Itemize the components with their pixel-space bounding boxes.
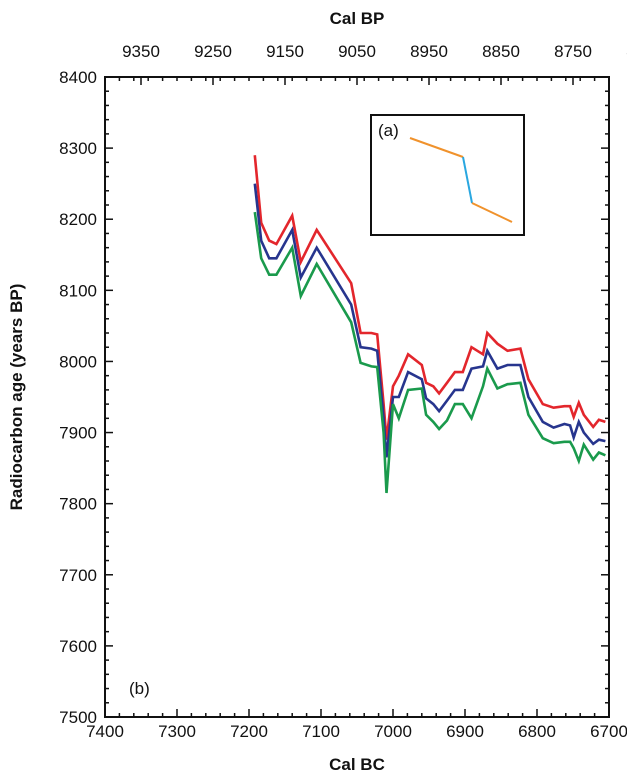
ticks-layer xyxy=(104,76,610,718)
x-tick-label: 6900 xyxy=(446,722,484,741)
plot-frame xyxy=(104,76,610,718)
x-tick-label: 7100 xyxy=(302,722,340,741)
y-axis-title: Radiocarbon age (years BP) xyxy=(7,284,26,511)
inset-panel: (a) xyxy=(370,114,525,236)
y-tick-label: 7500 xyxy=(59,708,97,727)
x-tick-label: 7000 xyxy=(374,722,412,741)
y-tick-label: 8400 xyxy=(59,68,97,87)
bottom-axis-title: Cal BC xyxy=(329,755,385,774)
y-tick-label: 8200 xyxy=(59,210,97,229)
series-line-1 xyxy=(253,155,606,440)
y-tick-label: 8100 xyxy=(59,281,97,300)
series-line-2 xyxy=(253,183,606,458)
inset-line-segment-1 xyxy=(409,137,464,158)
panel-label-b: (b) xyxy=(129,679,150,698)
inset-line-segment-3 xyxy=(471,202,513,223)
top-tick-label: 9150 xyxy=(266,42,304,61)
y-tick-label: 7800 xyxy=(59,495,97,514)
series-layer xyxy=(253,155,606,494)
top-tick-label: 9050 xyxy=(338,42,376,61)
inset-label: (a) xyxy=(378,121,399,140)
top-axis-title: Cal BP xyxy=(330,9,385,28)
top-tick-label: 8850 xyxy=(482,42,520,61)
top-tick-label: 8950 xyxy=(410,42,448,61)
series-line-3 xyxy=(253,211,606,494)
top-tick-label: 9350 xyxy=(122,42,160,61)
top-tick-label: 9250 xyxy=(194,42,232,61)
y-tick-label: 7700 xyxy=(59,566,97,585)
x-tick-label: 6700 xyxy=(590,722,627,741)
y-tick-label: 8300 xyxy=(59,139,97,158)
y-tick-label: 8000 xyxy=(59,352,97,371)
y-tick-label: 7600 xyxy=(59,637,97,656)
top-tick-label: 8750 xyxy=(554,42,592,61)
x-tick-label: 7400 xyxy=(86,722,124,741)
x-tick-label: 7300 xyxy=(158,722,196,741)
x-tick-label: 7200 xyxy=(230,722,268,741)
x-tick-label: 6800 xyxy=(518,722,556,741)
labels-layer: 7400 7300 7200 7100 7000 6900 6800 6700 9350 9250… xyxy=(59,42,627,741)
y-tick-label: 7900 xyxy=(59,424,97,443)
inset-line-segment-2 xyxy=(462,156,473,204)
